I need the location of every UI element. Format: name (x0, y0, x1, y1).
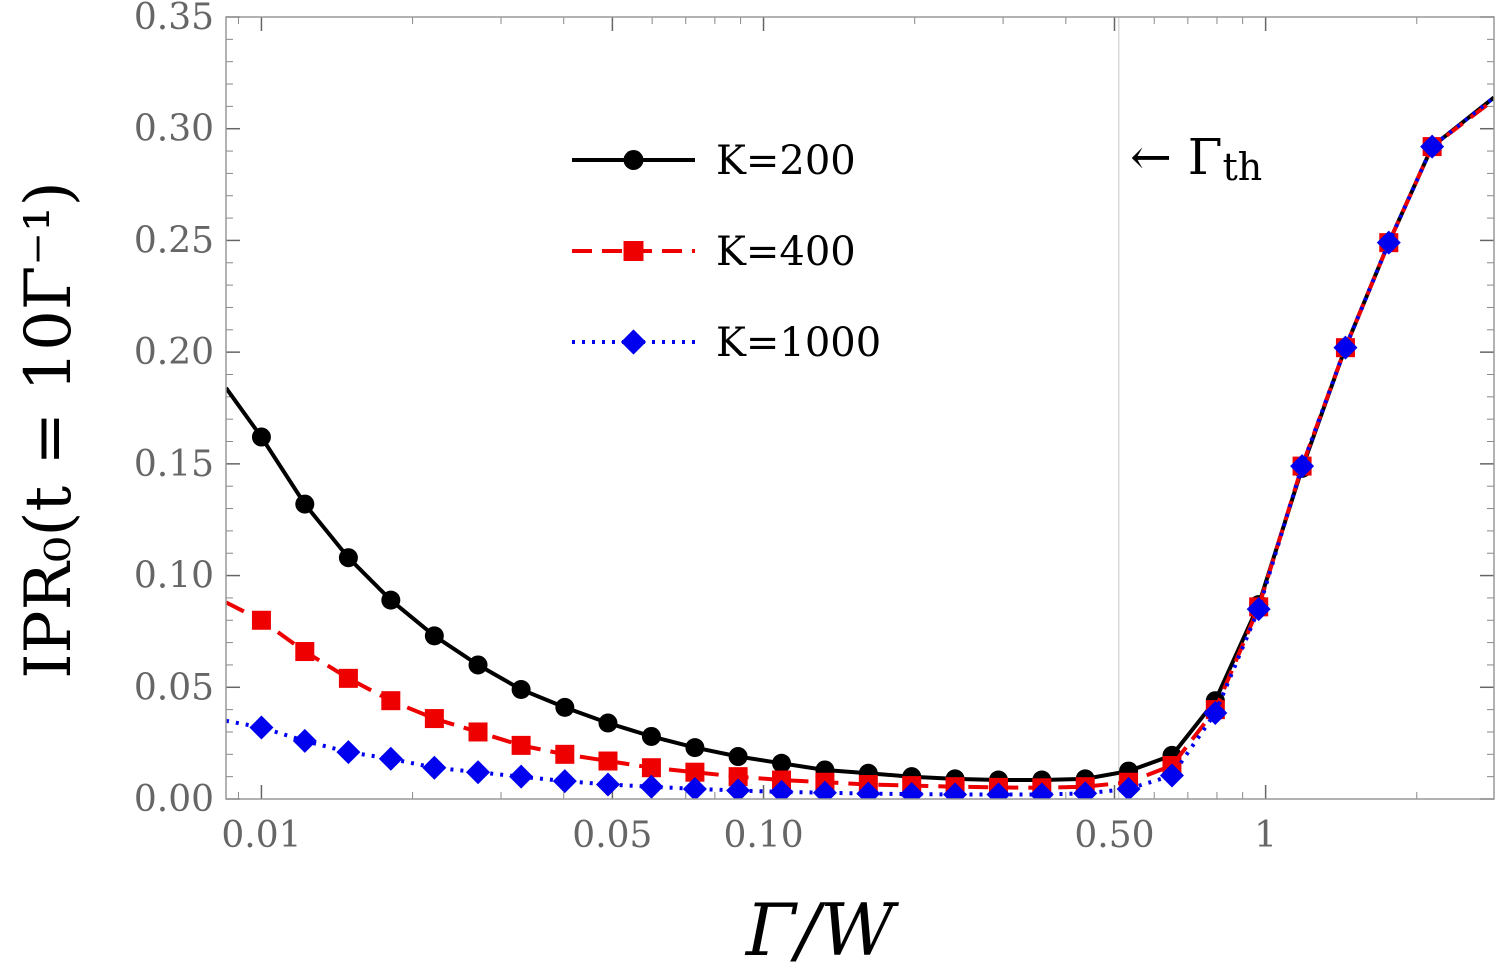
data-point (251, 610, 271, 630)
y-tick-label: 0.10 (134, 556, 214, 597)
data-point (552, 769, 577, 794)
plot-frame (225, 16, 1495, 800)
x-tick-label: 0.50 (1074, 815, 1154, 856)
data-point (381, 691, 401, 711)
series-line (226, 95, 1494, 782)
data-point (1376, 230, 1401, 255)
data-point (986, 782, 1011, 799)
data-point (292, 728, 317, 753)
data-point (295, 494, 315, 514)
data-point (682, 776, 707, 799)
legend-marker (623, 241, 644, 261)
legend-label: K=1000 (716, 320, 881, 366)
series-k1000 (226, 95, 1494, 799)
x-tick-label: 0.10 (723, 815, 803, 856)
data-point (381, 590, 401, 610)
plot-border (225, 16, 1495, 800)
x-tick-label: 1 (1254, 815, 1277, 856)
data-point (251, 427, 271, 447)
y-tick-label: 0.15 (134, 444, 214, 485)
data-point (511, 680, 531, 700)
y-tick-label: 0.05 (134, 667, 214, 708)
legend: K=200 K=400 K=1000 (572, 138, 881, 366)
legend-label: K=400 (716, 229, 856, 275)
data-point (511, 735, 531, 755)
tick-labels: 0.00 0.05 0.10 0.15 0.20 0.25 0.30 0.35 0.01 0.05… (134, 0, 1277, 856)
y-tick-label: 0.25 (134, 220, 214, 261)
data-point (424, 709, 444, 729)
threshold-annotation-subscript: th (1222, 145, 1262, 189)
series-line (226, 98, 1494, 790)
data-point (1116, 776, 1141, 799)
y-tick-label: 0.30 (134, 109, 214, 150)
y-axis-title: IPR₀(t = 10Γ⁻¹) (12, 181, 86, 678)
data-point (422, 755, 447, 780)
data-point (466, 760, 491, 785)
ticks-layer (226, 16, 1494, 800)
series-k400 (226, 98, 1494, 798)
data-point (769, 779, 794, 799)
y-tick-label: 0.20 (134, 332, 214, 373)
series-line (226, 95, 1494, 797)
data-point (812, 780, 837, 799)
data-point (1159, 763, 1184, 788)
data-point (555, 744, 575, 764)
data-point (728, 767, 748, 787)
legend-marker (623, 150, 644, 170)
data-point (378, 746, 403, 771)
data-point (338, 668, 358, 688)
x-tick-label: 0.05 (572, 815, 652, 856)
data-point (1029, 782, 1054, 799)
data-point (595, 772, 620, 797)
series-k200 (226, 95, 1494, 790)
data-point (641, 758, 661, 778)
data-point (899, 782, 924, 799)
data-point (772, 753, 792, 773)
data-point (1073, 781, 1098, 799)
threshold-annotation-text: ← Γ (1130, 128, 1222, 186)
legend-marker (620, 329, 647, 355)
data-point (336, 740, 361, 765)
data-point (685, 738, 705, 758)
data-point (424, 626, 444, 646)
data-point (856, 781, 881, 799)
legend-label: K=200 (716, 138, 856, 184)
y-tick-label: 0.00 (134, 779, 214, 820)
data-point (468, 722, 488, 742)
data-point (1203, 700, 1228, 725)
threshold-annotation: ← Γth (1130, 128, 1262, 189)
x-axis-title: Γ/W (744, 888, 899, 972)
data-point (726, 778, 751, 799)
data-point (598, 751, 618, 771)
x-tick-label: 0.01 (221, 815, 301, 856)
data-point (598, 713, 618, 733)
data-point (295, 642, 315, 662)
data-point (1290, 454, 1315, 479)
data-point (249, 715, 274, 740)
data-point (685, 762, 705, 782)
data-point (1420, 134, 1445, 159)
data-point (639, 774, 664, 799)
data-point (555, 697, 575, 717)
y-tick-label: 0.35 (134, 0, 214, 38)
data-point (728, 747, 748, 767)
data-point (1333, 335, 1358, 360)
data-point (509, 764, 534, 789)
data-point (641, 726, 661, 746)
data-point (1246, 597, 1271, 622)
data-point (943, 782, 968, 799)
data-point (338, 548, 358, 568)
series-layer (226, 95, 1494, 799)
data-point (468, 655, 488, 675)
